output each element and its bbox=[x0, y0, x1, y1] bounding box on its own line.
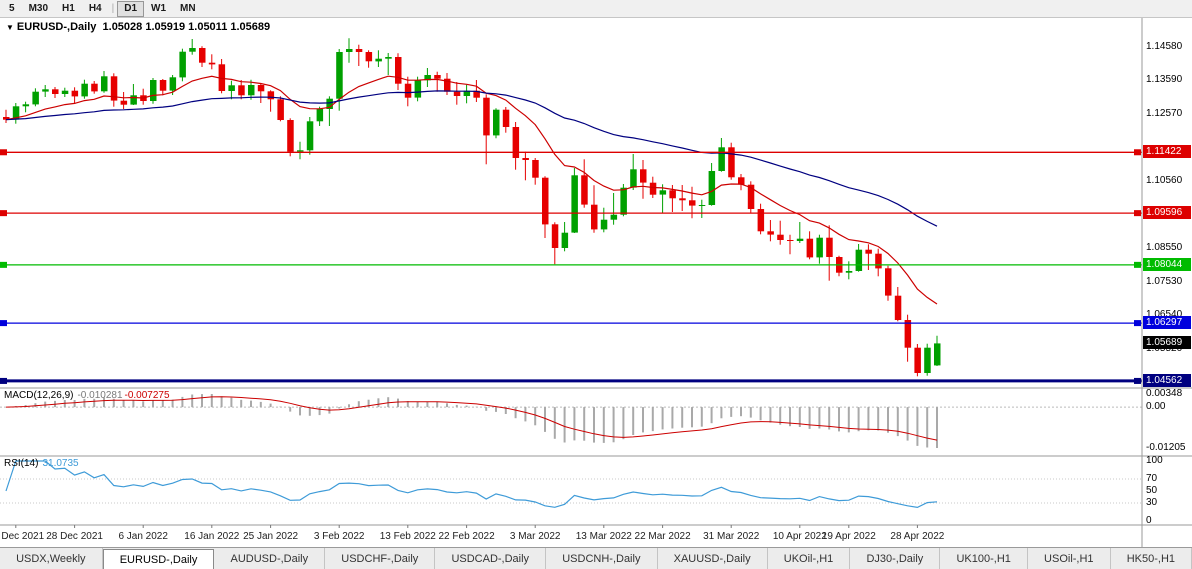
chart-tab-usoil-h1[interactable]: USOil-,H1 bbox=[1028, 548, 1111, 569]
chart-tab-usdcad-daily[interactable]: USDCAD-,Daily bbox=[435, 548, 547, 569]
macd-indicator-label: MACD(12,26,9) -0.010281 -0.007275 bbox=[4, 390, 170, 401]
chart-tab-usdcnh-daily[interactable]: USDCNH-,Daily bbox=[546, 548, 658, 569]
period-button-h4[interactable]: H4 bbox=[88, 2, 102, 14]
svg-text:13 Feb 2022: 13 Feb 2022 bbox=[380, 531, 437, 542]
symbol-tabbar: USDX,Weekly EURUSD-,Daily AUDUSD-,Daily USD… bbox=[0, 547, 1192, 569]
chart-symbol-period: EURUSD-,Daily bbox=[16, 21, 97, 33]
chart-tab-xauusd-daily[interactable]: XAUUSD-,Daily bbox=[658, 548, 768, 569]
svg-text:28 Dec 2021: 28 Dec 2021 bbox=[46, 531, 103, 542]
chart-title: ▼ EURUSD-,Daily 1.05028 1.05919 1.05011 1… bbox=[6, 21, 270, 33]
chart-tab-dj30-daily[interactable]: DJ30-,Daily bbox=[850, 548, 941, 569]
svg-text:31 Mar 2022: 31 Mar 2022 bbox=[703, 531, 760, 542]
svg-text:25 Jan 2022: 25 Jan 2022 bbox=[243, 531, 298, 542]
period-button-m30[interactable]: M30 bbox=[28, 2, 49, 14]
svg-text:13 Mar 2022: 13 Mar 2022 bbox=[576, 531, 633, 542]
rsi-value: 31.0735 bbox=[42, 458, 79, 469]
timeframe-toolbar: 5 M30 H1 H4 | D1 W1 MN bbox=[0, 0, 1192, 18]
svg-text:19 Apr 2022: 19 Apr 2022 bbox=[822, 531, 876, 542]
svg-text:6 Jan 2022: 6 Jan 2022 bbox=[118, 531, 168, 542]
toolbar-separator: | bbox=[111, 3, 115, 14]
chart-tab-usdchf-daily[interactable]: USDCHF-,Daily bbox=[325, 548, 436, 569]
macd-value-main: -0.010281 bbox=[77, 390, 123, 401]
period-button-d1[interactable]: D1 bbox=[117, 0, 145, 17]
macd-value-signal: -0.007275 bbox=[124, 390, 170, 401]
svg-text:10 Apr 2022: 10 Apr 2022 bbox=[773, 531, 827, 542]
svg-text:3 Feb 2022: 3 Feb 2022 bbox=[314, 531, 365, 542]
chart-tab-ukoil-h1[interactable]: UKOil-,H1 bbox=[768, 548, 851, 569]
period-button-h1[interactable]: H1 bbox=[62, 2, 75, 14]
svg-text:19 Dec 2021: 19 Dec 2021 bbox=[0, 531, 45, 542]
svg-text:22 Mar 2022: 22 Mar 2022 bbox=[635, 531, 692, 542]
period-button-w1[interactable]: W1 bbox=[151, 2, 167, 14]
symbol-dropdown-icon[interactable]: ▼ bbox=[6, 23, 14, 32]
chart-tab-eurusd-daily[interactable]: EURUSD-,Daily bbox=[102, 549, 215, 569]
chart-tab-hk50-h1[interactable]: HK50-,H1 bbox=[1111, 548, 1192, 569]
svg-text:16 Jan 2022: 16 Jan 2022 bbox=[184, 531, 239, 542]
chart-tab-uk100-h1[interactable]: UK100-,H1 bbox=[940, 548, 1028, 569]
macd-name: MACD(12,26,9) bbox=[4, 390, 74, 401]
svg-text:22 Feb 2022: 22 Feb 2022 bbox=[439, 531, 496, 542]
rsi-indicator-label: RSI(14) 31.0735 bbox=[4, 458, 79, 469]
chart-tab-audusd-daily[interactable]: AUDUSD-,Daily bbox=[214, 548, 326, 569]
period-button-mn[interactable]: MN bbox=[180, 2, 196, 14]
chart-ohlc-values: 1.05028 1.05919 1.05011 1.05689 bbox=[102, 21, 271, 33]
rsi-name: RSI(14) bbox=[4, 458, 39, 469]
svg-text:3 Mar 2022: 3 Mar 2022 bbox=[510, 531, 561, 542]
chart-tab-usdx-weekly[interactable]: USDX,Weekly bbox=[0, 548, 103, 569]
svg-text:28 Apr 2022: 28 Apr 2022 bbox=[890, 531, 944, 542]
period-button-5[interactable]: 5 bbox=[9, 2, 15, 14]
